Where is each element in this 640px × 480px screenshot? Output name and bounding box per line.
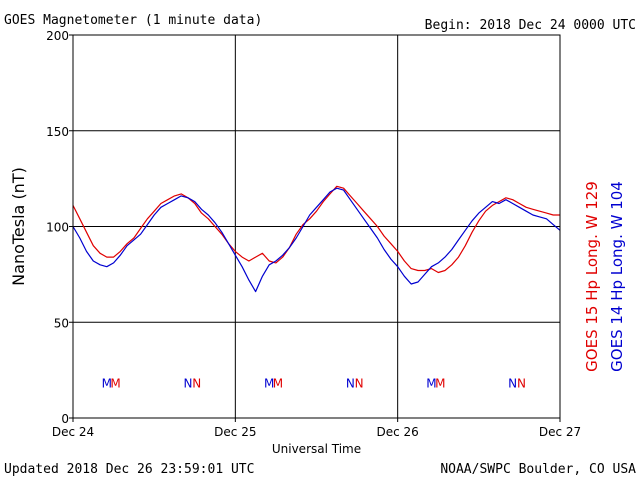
x-tick-label-72: Dec 27 <box>539 425 581 439</box>
noon-midnight-marker-2: N <box>183 376 192 390</box>
noon-midnight-marker-9: M <box>435 376 445 390</box>
legend-goes14: GOES 14 Hp Long. W 104 <box>608 181 626 372</box>
noon-midnight-marker-5: M <box>273 376 283 390</box>
series-line-goes14 <box>72 187 561 293</box>
noon-midnight-marker-7: N <box>355 376 364 390</box>
x-axis-ticks: Dec 24 Dec 25 Dec 26 Dec 27 <box>52 418 581 439</box>
noon-midnight-marker-6: N <box>346 376 355 390</box>
chart-title: GOES Magnetometer (1 minute data) <box>4 13 262 28</box>
y-tick-label-100: 100 <box>46 221 69 235</box>
noon-midnight-marker-11: N <box>517 376 526 390</box>
series-line-goes15 <box>72 185 560 274</box>
y-tick-label-200: 200 <box>46 29 69 43</box>
x-tick-label-24: Dec 25 <box>214 425 256 439</box>
x-tick-label-0: Dec 24 <box>52 425 94 439</box>
y-tick-label-0: 0 <box>61 412 69 426</box>
series-layer <box>72 185 561 293</box>
y-tick-label-150: 150 <box>46 125 69 139</box>
noon-midnight-marker-1: M <box>110 376 120 390</box>
noon-midnight-marker-3: N <box>192 376 201 390</box>
marker-layer: MM N N MM N N MM N N <box>102 376 526 390</box>
y-tick-label-50: 50 <box>54 316 69 330</box>
begin-time: Begin: 2018 Dec 24 0000 UTC <box>425 18 636 33</box>
x-tick-label-48: Dec 26 <box>377 425 419 439</box>
credit-text: NOAA/SWPC Boulder, CO USA <box>440 462 636 477</box>
noon-midnight-marker-8: M <box>426 376 436 390</box>
x-axis-label: Universal Time <box>272 442 361 456</box>
noon-midnight-marker-4: M <box>264 376 274 390</box>
y-axis-ticks: 0 50 100 150 200 <box>46 29 73 426</box>
noon-midnight-marker-0: M <box>102 376 112 390</box>
legend-goes15: GOES 15 Hp Long. W 129 <box>583 181 601 372</box>
plot-grid <box>73 35 560 418</box>
updated-time: Updated 2018 Dec 26 23:59:01 UTC <box>4 462 254 477</box>
y-axis-label: NanoTesla (nT) <box>9 167 28 286</box>
noon-midnight-marker-10: N <box>508 376 517 390</box>
